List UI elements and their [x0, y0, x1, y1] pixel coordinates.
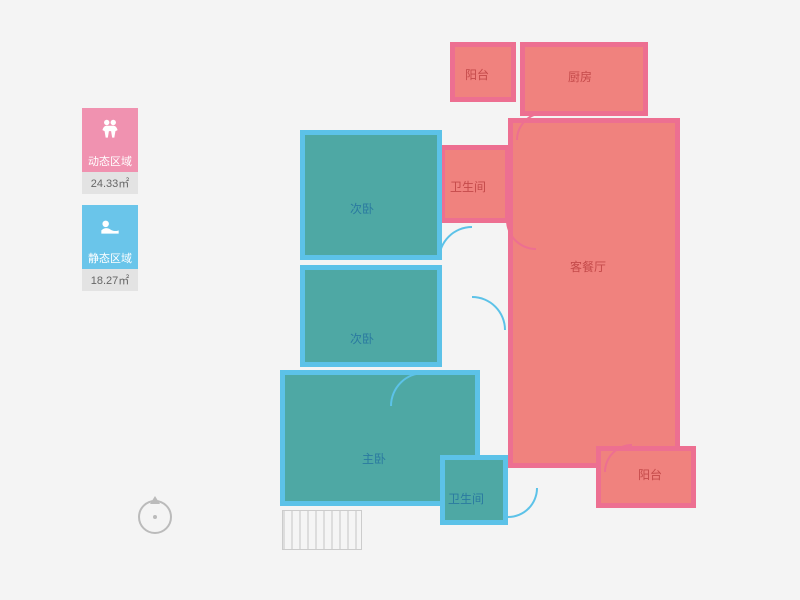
door-arc-3 [508, 488, 538, 518]
legend-dynamic-icon [82, 108, 138, 150]
door-arc-5 [516, 112, 544, 140]
compass-icon [138, 500, 172, 534]
floor-plan-canvas: 动态区域24.33㎡静态区域18.27㎡阳台厨房客餐厅卫生间阳台次卧次卧主卧卫生… [0, 0, 800, 600]
room-bed2a [300, 130, 442, 260]
legend-dynamic-label: 动态区域 [82, 150, 138, 172]
room-bed2b [300, 265, 442, 367]
stairs-hatch [282, 510, 362, 550]
room-bath1 [440, 145, 510, 223]
room-living [508, 118, 680, 468]
room-kitchen [520, 42, 648, 116]
room-bath2 [440, 455, 508, 525]
legend-static: 静态区域18.27㎡ [82, 205, 138, 291]
legend-dynamic: 动态区域24.33㎡ [82, 108, 138, 194]
legend-static-value: 18.27㎡ [82, 269, 138, 291]
door-arc-1 [472, 296, 506, 330]
door-arc-0 [438, 226, 472, 260]
room-balcony-top [450, 42, 516, 102]
legend-static-icon [82, 205, 138, 247]
legend-dynamic-value: 24.33㎡ [82, 172, 138, 194]
legend-static-label: 静态区域 [82, 247, 138, 269]
